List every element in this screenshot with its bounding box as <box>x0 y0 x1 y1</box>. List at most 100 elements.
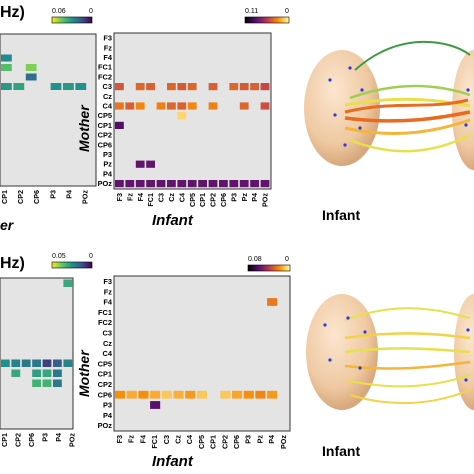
heatmap-cell <box>146 180 155 188</box>
electrode-dot <box>348 66 352 70</box>
ytick-label: Pz <box>103 160 112 169</box>
heatmap-cell <box>250 180 259 188</box>
ytick-label: C3 <box>103 82 112 91</box>
ytick-label: F3 <box>103 34 112 43</box>
heatmap-cell <box>135 160 145 168</box>
electrode-dot <box>333 113 337 117</box>
heatmap-bottom-left-panel <box>0 277 74 430</box>
electrode-dot <box>358 366 362 370</box>
xtick-label: CP6 <box>32 190 41 204</box>
xtick-label: CP1 <box>198 193 207 207</box>
heatmap-cell <box>167 83 176 91</box>
arrow-path <box>344 118 471 135</box>
xtick-label: CP2 <box>220 435 229 449</box>
xtick-label: P3 <box>229 193 238 202</box>
xtick-label: POz <box>261 193 270 207</box>
ytick-label: POz <box>98 421 113 430</box>
heatmap-cell <box>167 180 176 188</box>
heatmap-cell <box>146 83 155 91</box>
heatmap-cell <box>239 180 249 188</box>
arrow-path <box>349 84 471 100</box>
electrode-dot <box>323 323 327 327</box>
heatmap-cell <box>115 180 124 188</box>
heatmap-bottom-middle-xticks: F3 Fz F4 FC1 C3 Cz C4 CP5 CP1 CP2 CP6 P3 Pz P4 POz <box>115 435 288 449</box>
ytick-label: C4 <box>103 102 113 111</box>
heatmap-cell <box>187 180 197 188</box>
electrode-dot <box>358 126 362 130</box>
xtick-label: Pz <box>240 193 249 202</box>
heatmap-cell <box>167 102 176 110</box>
xtick-label: C4 <box>185 435 194 444</box>
title-fragment-bottom: Hz) <box>0 255 25 272</box>
xtick-label: CP6 <box>232 435 241 449</box>
xtick-label: P4 <box>250 193 259 202</box>
heatmap-cell <box>255 390 266 399</box>
colorbar-bottom-middle-min: 0 <box>285 256 289 263</box>
heatmap-top-middle: F3FzF4FC1FC2C3CzC4CP5CP1CP2CP6P3PzP4POz … <box>98 32 272 207</box>
heatmap-cell <box>156 180 166 188</box>
heatmap-cell <box>53 359 62 367</box>
electrode-dot <box>328 78 332 82</box>
ytick-label: CP5 <box>98 111 112 120</box>
heatmap-bottom-middle-cells <box>115 298 278 409</box>
ytick-label: P3 <box>103 401 112 410</box>
heatmap-cell <box>232 390 243 399</box>
title-text-top: Hz) <box>0 4 25 21</box>
xtick-label: Cz <box>174 435 183 444</box>
heatmap-cell <box>1 54 12 62</box>
xtick-label: CP5 <box>197 435 206 449</box>
heatmap-cell <box>21 359 31 367</box>
heatmap-cell <box>243 390 254 399</box>
ytick-label: FC2 <box>98 72 112 81</box>
heatmap-cell <box>135 102 145 110</box>
xtick-label: CP2 <box>209 193 218 207</box>
ytick-label: CP6 <box>98 390 112 399</box>
head-label-top: Infant <box>322 207 360 223</box>
heatmap-cell <box>177 112 187 120</box>
heatmap-bottom-middle-panel <box>113 275 291 432</box>
ytick-label: P4 <box>103 411 113 420</box>
ytick-label: FC2 <box>98 318 112 327</box>
heatmap-cell <box>135 180 145 188</box>
heatmap-cell <box>208 83 218 91</box>
xtick-label: CP1 <box>209 435 218 449</box>
ytick-label: CP5 <box>98 359 112 368</box>
xtick-label: C4 <box>177 193 186 202</box>
heatmap-cell <box>208 180 218 188</box>
heatmap-top-left: CP1 CP2 CP6 P3 P4 POz <box>0 33 97 204</box>
xtick-label: CP2 <box>16 190 25 204</box>
colorbar-top-left-bar <box>51 16 93 24</box>
ylabel-bottom-middle: Mother <box>76 349 92 397</box>
heatmap-cell <box>229 180 239 188</box>
xtick-label: P4 <box>65 190 74 199</box>
xtick-label: P3 <box>41 433 50 442</box>
ytick-label: F4 <box>103 298 113 307</box>
colorbar-bottom-left-max: 0.05 <box>52 253 66 260</box>
heatmap-cell <box>125 102 135 110</box>
heatmap-cell <box>187 102 197 110</box>
xtick-label: F3 <box>115 435 124 443</box>
infant-head-top <box>452 50 474 170</box>
xlabel-bottom-middle: Infant <box>152 453 194 470</box>
heatmap-cell <box>42 359 52 367</box>
heatmap-cell <box>11 359 21 367</box>
electrode-dot <box>343 143 347 147</box>
heatmap-cell <box>250 83 259 91</box>
heatmap-cell <box>267 390 278 399</box>
ytick-label: Cz <box>103 339 112 348</box>
heatmap-cell <box>260 83 270 91</box>
xtick-label: CP6 <box>27 433 36 447</box>
colorbar-bottom-left-min: 0 <box>89 253 93 260</box>
heatmap-cell <box>196 390 207 399</box>
ytick-label: CP6 <box>98 140 112 149</box>
colorbar-top-left-max: 0.06 <box>52 8 66 15</box>
colorbar-bottom-left-bar <box>51 261 93 269</box>
xlabel-top-middle: Infant <box>152 212 194 229</box>
xtick-label: CP2 <box>14 433 23 447</box>
arrow-path <box>344 360 471 370</box>
heatmap-bottom-left-cells <box>1 279 73 387</box>
heatmap-cell <box>177 102 187 110</box>
colorbar-bottom-middle: 0.08 0 <box>247 256 291 272</box>
